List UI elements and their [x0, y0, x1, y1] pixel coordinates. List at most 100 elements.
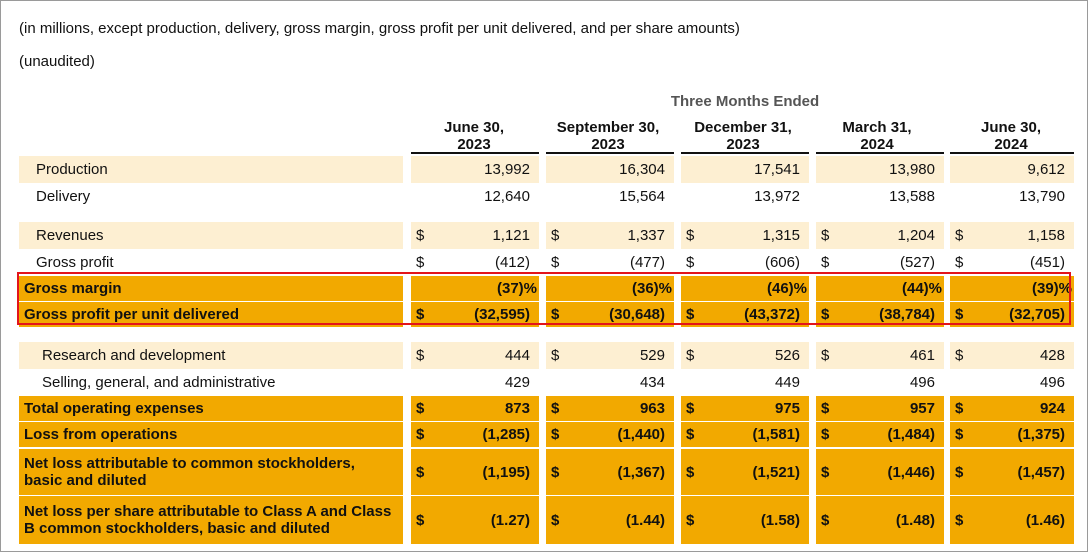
row-label: Loss from operations [24, 426, 178, 443]
value-cell-bg [546, 396, 674, 421]
value-cell-bg [816, 156, 944, 183]
column-header-month: June 30, [980, 119, 1042, 136]
value-cell: 1,121 [492, 227, 530, 244]
value-cell-bg [681, 496, 809, 544]
value-cell: (39)% [1031, 280, 1072, 297]
currency-symbol: $ [416, 347, 425, 364]
value-cell: 873 [504, 400, 530, 417]
value-cell-bg [950, 342, 1074, 369]
row-label: Gross margin [24, 280, 122, 297]
currency-symbol: $ [551, 254, 560, 271]
currency-symbol: $ [821, 400, 830, 417]
currency-symbol: $ [416, 463, 425, 481]
value-cell-bg [681, 276, 809, 301]
currency-symbol: $ [821, 306, 830, 323]
row-label-bg [19, 422, 403, 447]
currency-symbol: $ [416, 306, 425, 323]
row-label-bg [19, 276, 403, 301]
value-cell-bg [816, 302, 944, 327]
currency-symbol: $ [551, 511, 560, 529]
value-cell: 9,612 [1027, 161, 1065, 178]
value-cell: (30,648) [609, 306, 665, 323]
value-cell-bg [411, 422, 539, 447]
currency-symbol: $ [686, 463, 695, 481]
row-label: Total operating expenses [24, 400, 204, 417]
value-cell: (37)% [496, 280, 537, 297]
row-label-bg [19, 156, 403, 183]
value-cell: (32,595) [474, 306, 530, 323]
value-cell: (1.48) [895, 511, 935, 529]
value-cell: (1,581) [752, 426, 800, 443]
value-cell-bg [411, 496, 539, 544]
value-cell: 13,972 [754, 188, 800, 205]
row-production: Production 13,992 16,304 17,541 13,980 9,612 [19, 156, 1075, 183]
value-cell: 924 [1039, 400, 1065, 417]
row-gross-profit: Gross profit $ (412) $ (477) $ (606) $ (527) $ (45… [19, 249, 1075, 276]
row-loss-from-operations: Loss from operations $ (1,285) $ (1,440) $ (1,… [19, 422, 1075, 447]
currency-symbol: $ [551, 463, 560, 481]
value-cell: (1,521) [752, 463, 800, 481]
value-cell: 434 [639, 374, 665, 391]
currency-symbol: $ [955, 347, 964, 364]
column-header: September 30, 2023 [538, 119, 678, 153]
value-cell: (527) [899, 254, 935, 271]
row-label: Gross profit per unit delivered [24, 306, 240, 323]
value-cell-bg [681, 156, 809, 183]
value-cell-bg [546, 302, 674, 327]
value-cell: (1,367) [617, 463, 665, 481]
row-label-bg [19, 342, 403, 369]
currency-symbol: $ [955, 426, 964, 443]
column-header-rule [411, 152, 539, 154]
value-cell: 16,304 [619, 161, 665, 178]
column-header-rule [546, 152, 674, 154]
row-label: Selling, general, and administrative [42, 374, 276, 391]
row-label-bg [19, 449, 403, 495]
column-header-year: 2023 [457, 136, 491, 153]
row-gross-margin: Gross margin (37)% (36)% (46)% (44)% (39)% [19, 276, 1075, 301]
value-cell: 449 [774, 374, 800, 391]
value-cell-bg [816, 422, 944, 447]
currency-symbol: $ [955, 511, 964, 529]
column-header-month: June 30, [443, 119, 505, 136]
value-cell: 15,564 [619, 188, 665, 205]
value-cell: 461 [909, 347, 935, 364]
value-cell: (36)% [631, 280, 672, 297]
value-cell-bg [816, 222, 944, 249]
currency-symbol: $ [686, 254, 695, 271]
currency-symbol: $ [955, 400, 964, 417]
currency-symbol: $ [686, 400, 695, 417]
value-cell-bg [546, 449, 674, 495]
value-cell: (1,457) [1017, 463, 1065, 481]
value-cell: (1,195) [482, 463, 530, 481]
value-cell-bg [950, 276, 1074, 301]
value-cell-bg [681, 396, 809, 421]
value-cell: (451) [1029, 254, 1065, 271]
value-cell-bg [950, 222, 1074, 249]
column-header: March 31, 2024 [807, 119, 947, 153]
value-cell: 12,640 [484, 188, 530, 205]
currency-symbol: $ [551, 426, 560, 443]
unaudited-note: (unaudited) [19, 53, 95, 70]
row-label: Revenues [36, 227, 104, 244]
currency-symbol: $ [821, 511, 830, 529]
currency-symbol: $ [686, 306, 695, 323]
row-label: Net loss per share attributable to Class… [24, 503, 392, 537]
value-cell: 13,980 [889, 161, 935, 178]
value-cell: 963 [639, 400, 665, 417]
value-cell: (606) [764, 254, 800, 271]
value-cell: (477) [629, 254, 665, 271]
value-cell: (44)% [901, 280, 942, 297]
currency-symbol: $ [821, 426, 830, 443]
value-cell: (1.58) [760, 511, 800, 529]
value-cell: 526 [774, 347, 800, 364]
units-note: (in millions, except production, deliver… [19, 20, 740, 37]
row-delivery: Delivery 12,640 15,564 13,972 13,588 13,790 [19, 183, 1075, 210]
column-header-month: March 31, [842, 119, 912, 136]
value-cell-bg [546, 156, 674, 183]
value-cell-bg [816, 449, 944, 495]
currency-symbol: $ [955, 227, 964, 244]
value-cell: (1.44) [625, 511, 665, 529]
column-header: December 31, 2023 [673, 119, 813, 153]
column-header-year: 2024 [994, 136, 1028, 153]
column-header-rule [950, 152, 1074, 154]
